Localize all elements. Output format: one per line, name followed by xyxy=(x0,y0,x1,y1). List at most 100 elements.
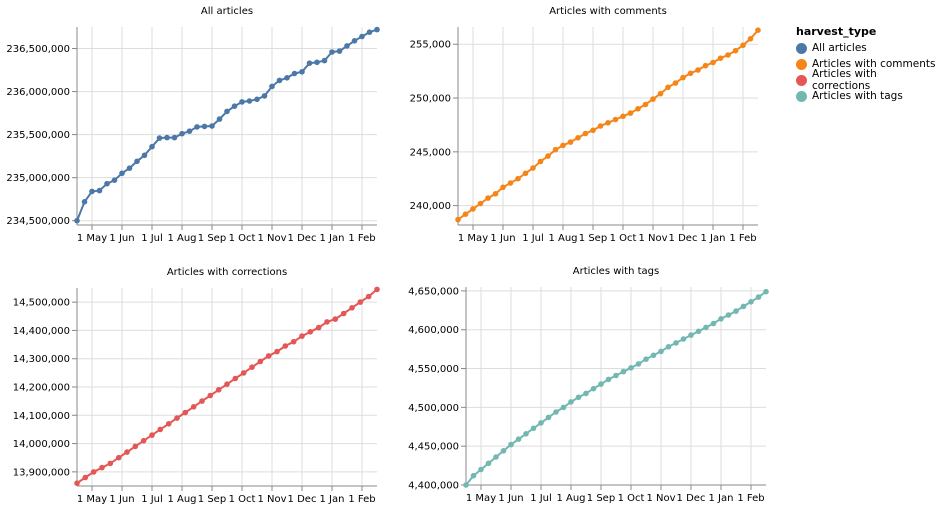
y-tick-label: 4,550,000 xyxy=(408,364,459,375)
data-point xyxy=(132,443,139,450)
x-tick-label: 1 Sep xyxy=(198,494,226,505)
data-point xyxy=(216,116,223,122)
x-tick-label: 1 Nov xyxy=(257,233,286,244)
x-tick-label: 1 Feb xyxy=(737,493,764,504)
legend-label: Articles with comments xyxy=(812,58,936,70)
x-tick-label: 1 Nov xyxy=(257,494,286,505)
data-point xyxy=(359,33,365,40)
data-point xyxy=(695,328,702,335)
y-tick-label: 4,650,000 xyxy=(408,286,459,297)
data-point xyxy=(282,343,289,349)
legend-item-articles-with-tags[interactable]: Articles with tags xyxy=(796,88,938,104)
data-point xyxy=(240,370,247,376)
y-tick-label: 14,400,000 xyxy=(13,326,70,337)
data-point xyxy=(568,399,574,405)
data-point xyxy=(74,217,80,224)
data-point xyxy=(680,74,686,81)
data-point xyxy=(74,480,80,487)
data-point xyxy=(224,381,230,388)
data-point xyxy=(748,299,754,305)
x-tick-label: 1 Dec xyxy=(669,233,698,244)
y-tick-label: 14,000,000 xyxy=(13,439,70,450)
y-tick-label: 4,450,000 xyxy=(408,442,459,453)
data-point xyxy=(165,421,172,427)
y-tick-label: 235,000,000 xyxy=(6,173,70,184)
data-point xyxy=(199,398,205,404)
legend-swatch xyxy=(796,58,807,70)
data-point xyxy=(186,128,193,134)
y-tick-label: 250,000 xyxy=(410,94,451,105)
data-point xyxy=(598,381,604,387)
data-point xyxy=(215,387,222,393)
data-point xyxy=(321,57,328,64)
data-point xyxy=(344,43,350,49)
data-point xyxy=(732,47,739,54)
x-tick-label: 1 Sep xyxy=(587,493,615,504)
data-point xyxy=(365,293,372,300)
data-point xyxy=(680,336,687,342)
x-tick-label: 1 Jan xyxy=(701,233,726,244)
data-point xyxy=(232,375,239,382)
data-point xyxy=(357,299,364,305)
data-point xyxy=(201,123,208,130)
x-tick-label: 1 Nov xyxy=(646,493,675,504)
data-point xyxy=(553,409,559,415)
data-point xyxy=(755,27,761,33)
data-point xyxy=(703,324,709,331)
data-point xyxy=(314,59,320,66)
data-point xyxy=(485,195,491,201)
data-point xyxy=(590,127,596,134)
data-point xyxy=(209,123,215,129)
data-point xyxy=(702,62,709,69)
data-point xyxy=(560,404,567,411)
data-point xyxy=(96,187,103,194)
data-point xyxy=(718,316,724,322)
data-point xyxy=(627,110,634,116)
y-tick-label: 4,600,000 xyxy=(408,325,459,336)
data-point xyxy=(239,99,245,105)
data-point xyxy=(500,448,507,454)
data-point xyxy=(462,211,469,217)
x-tick-label: 1 Sep xyxy=(579,233,607,244)
y-tick-label: 255,000 xyxy=(410,40,451,51)
x-tick-label: 1 Jun xyxy=(498,493,523,504)
chart-panel: 1 May 1 Jun 1 Jul 1 Aug 1 Sep 1 Oct 1 Nov 1 Dec… xyxy=(410,6,761,244)
data-point xyxy=(124,449,130,455)
data-point xyxy=(523,431,529,437)
data-point xyxy=(299,333,305,339)
data-point xyxy=(307,329,314,335)
data-point xyxy=(366,29,373,35)
data-point xyxy=(733,308,739,314)
x-tick-label: 1 Jul xyxy=(141,494,163,505)
legend-item-articles-with-comments[interactable]: Articles with comments xyxy=(796,56,938,72)
data-point xyxy=(567,139,574,145)
data-point xyxy=(336,48,343,54)
x-tick-label: 1 Aug xyxy=(556,493,585,504)
data-point xyxy=(507,180,514,186)
data-point xyxy=(332,316,339,322)
data-point xyxy=(605,376,612,383)
y-tick-label: 14,500,000 xyxy=(13,298,70,309)
data-point xyxy=(500,184,506,191)
data-point xyxy=(156,135,163,141)
data-point xyxy=(90,469,97,475)
x-tick-label: 1 May xyxy=(77,494,107,505)
x-tick-label: 1 May xyxy=(466,493,496,504)
chart-panel: 1 May 1 Jun 1 Jul 1 Aug 1 Sep 1 Oct 1 Nov 1 Dec… xyxy=(408,266,769,504)
data-point xyxy=(665,344,672,350)
y-tick-label: 13,900,000 xyxy=(13,467,70,478)
legend-item-all-articles[interactable]: All articles xyxy=(796,40,938,56)
y-tick-label: 240,000 xyxy=(410,201,451,212)
data-point xyxy=(717,55,724,61)
y-tick-label: 245,000 xyxy=(410,147,451,158)
y-tick-label: 14,300,000 xyxy=(13,354,70,365)
x-tick-label: 1 Dec xyxy=(288,233,317,244)
data-point xyxy=(725,312,732,318)
data-point xyxy=(257,358,264,365)
data-point xyxy=(740,303,747,310)
data-point xyxy=(134,158,140,165)
x-tick-label: 1 Feb xyxy=(729,233,756,244)
legend-item-articles-with-corrections[interactable]: Articles with corrections xyxy=(796,68,938,92)
data-point xyxy=(119,170,125,177)
